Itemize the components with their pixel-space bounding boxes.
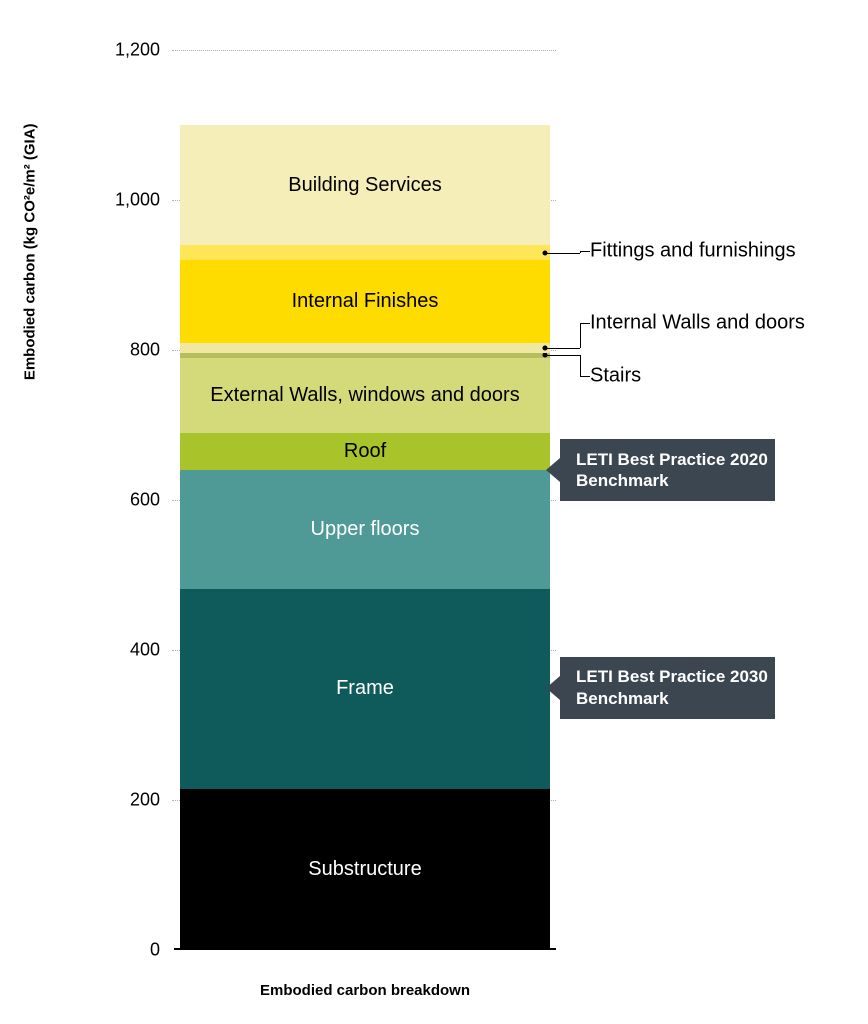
segment-stairs xyxy=(180,353,550,358)
x-axis-label: Embodied carbon breakdown xyxy=(180,982,550,999)
segment-roof: Roof xyxy=(180,433,550,471)
segment-substructure: Substructure xyxy=(180,789,550,950)
segment-fittings xyxy=(180,245,550,260)
segment-label: Substructure xyxy=(308,857,421,882)
callout-line xyxy=(580,323,590,324)
y-tick-label: 1,000 xyxy=(80,190,160,211)
y-tick-label: 200 xyxy=(80,790,160,811)
segment-internal-walls xyxy=(180,343,550,354)
plot-area: 02004006008001,0001,200SubstructureFrame… xyxy=(180,50,550,950)
y-tick-label: 1,200 xyxy=(80,40,160,61)
benchmark-leti-2020: LETI Best Practice 2020 Benchmark xyxy=(560,439,775,501)
segment-label: Roof xyxy=(344,439,386,464)
callout-line xyxy=(545,355,580,356)
callout-line xyxy=(545,253,580,254)
segment-external-walls: External Walls, windows and doors xyxy=(180,358,550,433)
callout-label-fittings: Fittings and furnishings xyxy=(590,240,796,263)
callout-line xyxy=(580,376,590,377)
callout-line xyxy=(580,323,581,348)
segment-label: External Walls, windows and doors xyxy=(210,383,519,408)
y-tick-label: 600 xyxy=(80,490,160,511)
segment-internal-finishes: Internal Finishes xyxy=(180,260,550,343)
y-tick-label: 800 xyxy=(80,340,160,361)
segment-label: Internal Finishes xyxy=(292,289,439,314)
callout-line xyxy=(580,355,581,376)
y-tick-label: 0 xyxy=(80,940,160,961)
y-tick-label: 400 xyxy=(80,640,160,661)
segment-building-services: Building Services xyxy=(180,125,550,245)
segment-upper-floors: Upper floors xyxy=(180,470,550,589)
callout-line xyxy=(580,251,590,252)
benchmark-leti-2030: LETI Best Practice 2030 Benchmark xyxy=(560,657,775,719)
segment-label: Frame xyxy=(336,676,394,701)
y-axis-label: Embodied carbon (kg CO²e/m² (GIA) xyxy=(22,123,39,380)
segment-frame: Frame xyxy=(180,589,550,789)
embodied-carbon-chart: Embodied carbon (kg CO²e/m² (GIA) Embodi… xyxy=(0,0,868,1024)
segment-label: Upper floors xyxy=(311,517,420,542)
callout-label-internal-walls: Internal Walls and doors xyxy=(590,312,805,335)
callout-label-stairs: Stairs xyxy=(590,365,641,388)
callout-line xyxy=(545,348,580,349)
segment-label: Building Services xyxy=(288,173,441,198)
gridline xyxy=(172,50,556,51)
